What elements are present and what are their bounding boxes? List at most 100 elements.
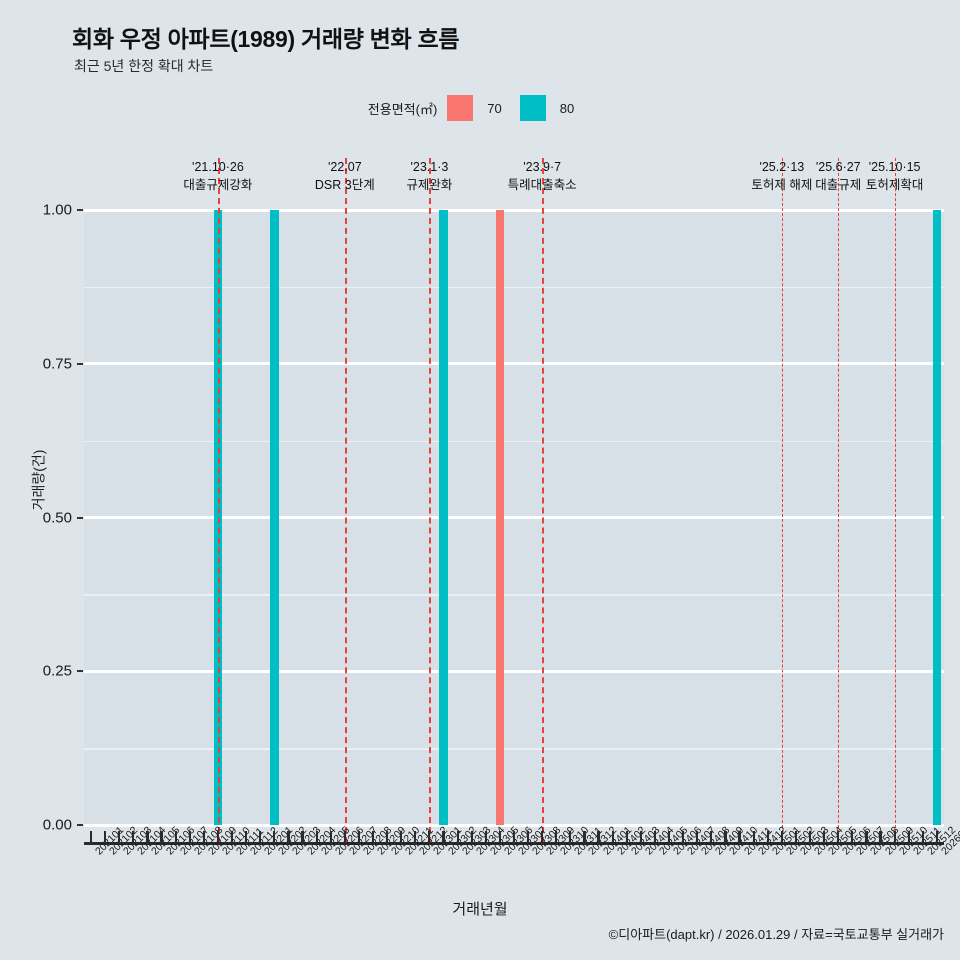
bar-70-202306[interactable] xyxy=(495,210,505,825)
x-tick-mark xyxy=(526,831,530,843)
annotation-label-202207: '22.07 DSR 3단계 xyxy=(315,158,375,194)
x-tick-mark xyxy=(794,831,798,843)
x-tick-mark xyxy=(611,831,614,843)
x-tick-mark xyxy=(498,831,501,843)
annotation-date: '25.2·13 xyxy=(759,160,805,174)
x-tick-mark xyxy=(696,831,699,843)
x-tick-mark xyxy=(682,831,685,843)
annotation-date: '25.6·27 xyxy=(815,160,861,174)
page-title: 회화 우정 아파트(1989) 거래량 변화 흐름 xyxy=(72,26,460,52)
annotation-date: '21.10·26 xyxy=(192,160,244,174)
x-tick-mark xyxy=(329,831,332,843)
x-tick-mark xyxy=(442,831,445,843)
x-tick-mark xyxy=(104,831,107,843)
y-tick-label: 0.25 xyxy=(42,662,72,680)
x-tick-mark xyxy=(935,831,939,843)
y-tick-mark xyxy=(77,824,83,826)
x-tick-mark xyxy=(386,831,389,843)
gridline-minor xyxy=(84,748,944,750)
annotation-text: 특례대출축소 xyxy=(507,178,577,192)
footer-credit: ©디아파트(dapt.kr) / 2026.01.29 / 자료=국토교통부 실… xyxy=(608,927,944,942)
annotation-line-202309 xyxy=(542,158,545,843)
plot-area xyxy=(84,158,944,843)
x-tick-mark xyxy=(315,831,318,843)
x-tick-mark xyxy=(146,831,149,843)
x-tick-mark xyxy=(907,831,910,843)
annotation-text: 토허제확대 xyxy=(865,178,924,192)
x-tick-mark xyxy=(470,831,473,843)
x-tick-mark xyxy=(160,831,163,843)
x-tick-mark xyxy=(216,831,220,843)
x-tick-mark xyxy=(245,831,248,843)
annotation-text: 대출규제강화 xyxy=(183,178,253,192)
y-tick-mark xyxy=(77,362,83,365)
x-tick-mark xyxy=(371,831,375,843)
y-tick-label: 0.50 xyxy=(42,509,72,526)
x-tick-mark xyxy=(555,831,558,843)
legend-entry-80[interactable]: 80 xyxy=(519,95,575,121)
x-tick-mark xyxy=(766,831,769,843)
x-tick-mark xyxy=(752,831,755,843)
x-tick-mark xyxy=(259,831,262,843)
annotation-label-202502: '25.2·13 토허제 해제 xyxy=(751,158,812,194)
x-tick-mark xyxy=(541,831,544,843)
x-tick-mark xyxy=(780,831,783,843)
x-tick-mark xyxy=(132,831,135,843)
annotation-label-202510: '25.10·15 토허제확대 xyxy=(866,158,924,194)
bar-80-202202[interactable] xyxy=(269,210,279,825)
y-tick-label: 1.00 xyxy=(42,201,72,219)
x-tick-mark xyxy=(301,831,304,843)
x-tick-mark xyxy=(724,831,727,843)
y-tick-mark xyxy=(77,670,83,673)
gridline-major xyxy=(84,669,944,673)
annotation-date: '22.07 xyxy=(327,160,362,174)
x-tick-mark xyxy=(456,831,459,843)
x-tick-mark xyxy=(414,831,417,843)
y-tick-label: 0.00 xyxy=(42,816,72,834)
x-tick-mark xyxy=(667,831,671,843)
annotation-line-202207 xyxy=(344,158,347,843)
x-tick-mark xyxy=(893,831,896,843)
annotation-label-202110: '21.10·26 대출규제강화 xyxy=(183,158,252,194)
x-tick-mark xyxy=(230,831,234,843)
bar-80-202601[interactable] xyxy=(932,210,942,825)
annotation-text: 대출규제 xyxy=(815,178,862,192)
y-tick-label: 0.75 xyxy=(42,355,72,373)
x-tick-mark xyxy=(625,831,628,843)
x-tick-mark xyxy=(357,831,360,843)
x-tick-mark xyxy=(597,831,600,843)
x-tick-mark xyxy=(188,831,191,843)
legend-entry-70[interactable]: 70 xyxy=(447,95,502,121)
annotation-label-202506: '25.6·27 대출규제 xyxy=(815,158,861,194)
x-tick-mark xyxy=(921,831,924,843)
gridline-minor xyxy=(84,286,944,289)
gridline-minor xyxy=(84,440,944,443)
annotation-text: 토허제 해제 xyxy=(751,178,813,192)
y-tick-mark xyxy=(77,516,83,519)
legend-label-80: 80 xyxy=(559,100,575,116)
x-tick-mark xyxy=(428,831,431,843)
y-axis-title: 거래량(건) xyxy=(30,449,47,511)
gridline-minor xyxy=(84,594,944,596)
legend-label-70: 70 xyxy=(487,100,502,116)
annotation-date: '23.9·7 xyxy=(523,160,562,174)
annotation-label-202301: '23.1·3 규제완화 xyxy=(406,158,452,194)
x-tick-mark xyxy=(583,831,586,843)
x-tick-mark xyxy=(851,831,854,843)
annotation-date: '25.10·15 xyxy=(868,160,921,174)
x-tick-mark xyxy=(512,831,516,843)
annotation-line-202301 xyxy=(429,158,432,843)
x-tick-mark xyxy=(202,831,205,843)
x-tick-mark xyxy=(118,831,121,843)
annotation-date: '23.1·3 xyxy=(410,160,449,174)
x-tick-mark xyxy=(710,831,713,843)
legend-swatch-80 xyxy=(519,95,546,121)
legend-swatch-70 xyxy=(447,95,474,121)
bar-80-202302[interactable] xyxy=(439,210,448,825)
x-tick-mark xyxy=(343,831,346,843)
chart-legend: 전용면적(㎡) 70 80 xyxy=(0,95,960,121)
x-tick-mark xyxy=(808,831,812,843)
chart-subtitle: 최근 5년 한정 확대 차트 xyxy=(74,58,214,74)
gridline-major xyxy=(84,208,944,212)
x-tick-mark xyxy=(174,831,177,843)
